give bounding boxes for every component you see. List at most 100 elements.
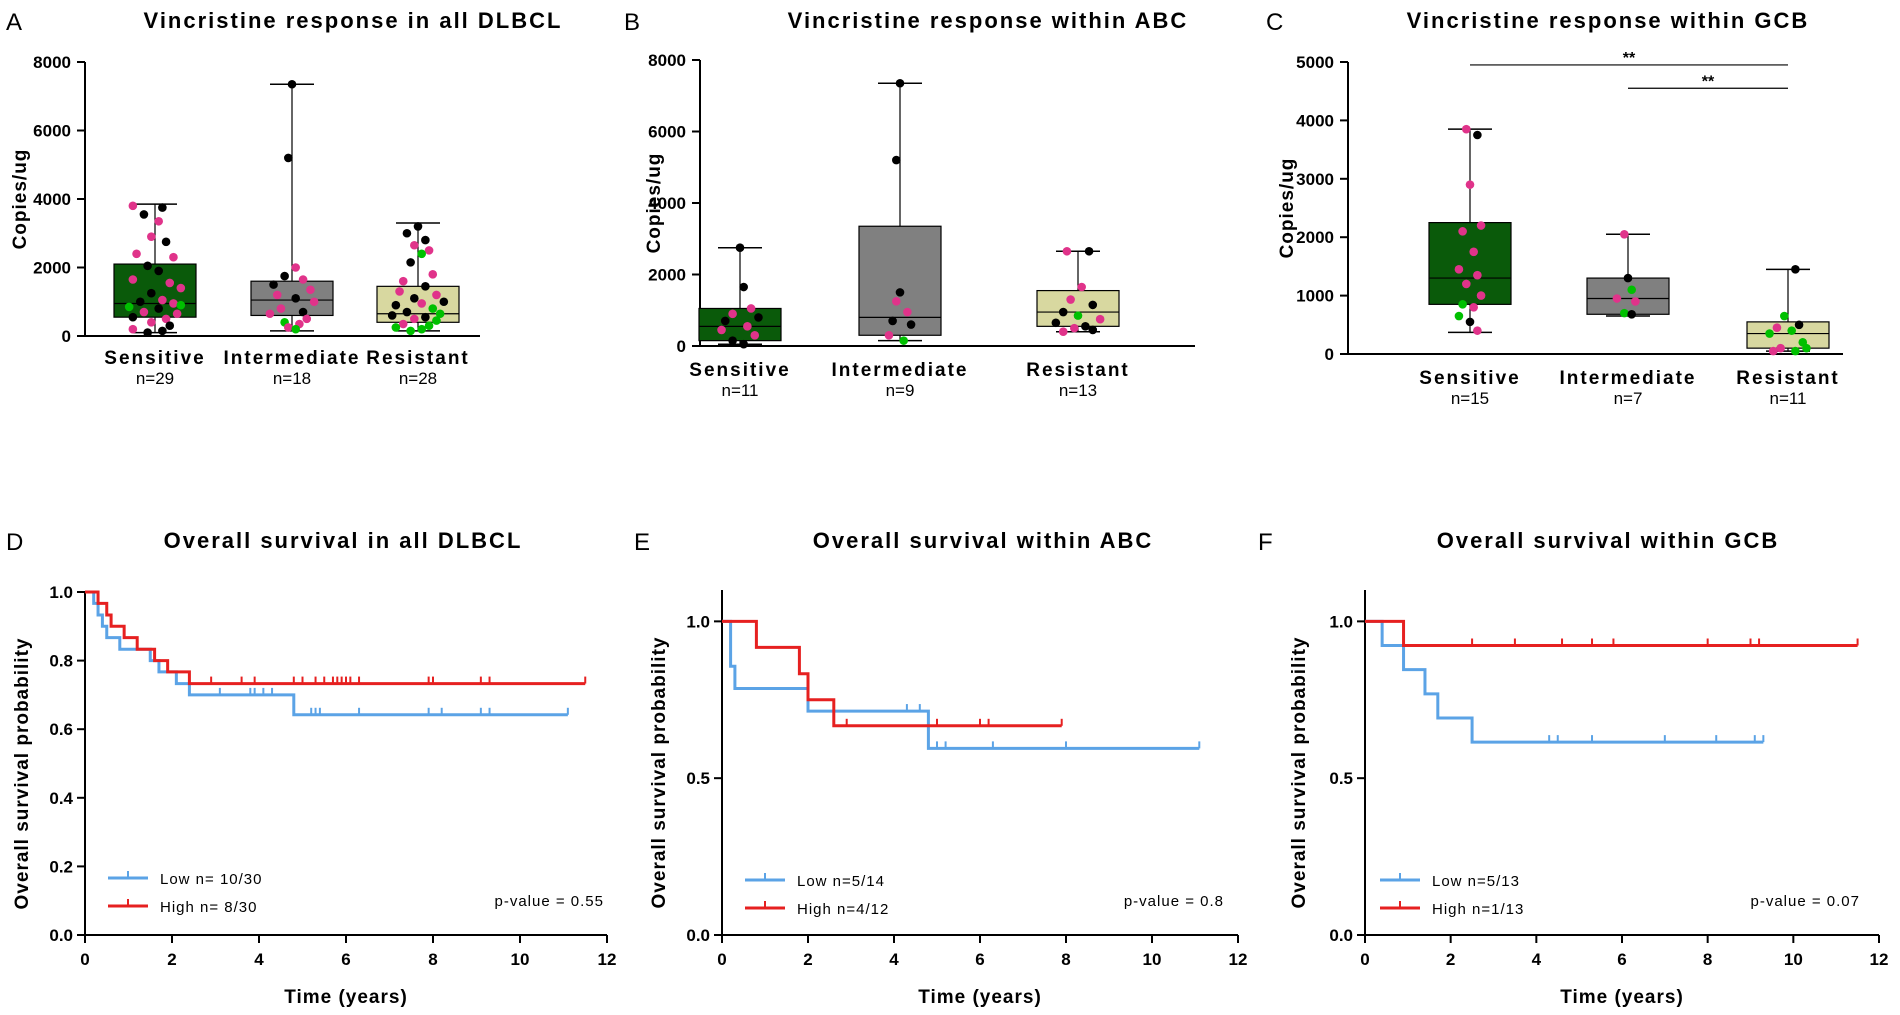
data-point: [298, 307, 308, 317]
survival-curve: [85, 590, 586, 686]
y-tick-label: 1000: [1296, 287, 1334, 306]
data-point: [128, 201, 138, 211]
data-point: [284, 153, 293, 163]
data-point: [888, 316, 897, 326]
data-point: [884, 330, 894, 340]
x-tick-label: 10: [1143, 950, 1162, 969]
category-label: Sensitive: [1419, 368, 1520, 389]
data-point: [176, 300, 186, 310]
data-point: [754, 313, 763, 322]
y-tick-label: 0.2: [49, 857, 73, 876]
data-point: [1095, 314, 1105, 324]
data-point: [1473, 326, 1482, 335]
iqr-box: [858, 225, 942, 336]
data-point: [128, 275, 138, 284]
data-point: [395, 287, 404, 296]
y-tick-label: 8000: [33, 53, 71, 72]
data-point: [1458, 300, 1467, 309]
chart-title: Overall survival within GCB: [1437, 528, 1780, 553]
data-point: [1802, 343, 1811, 353]
y-tick-label: 8000: [648, 51, 686, 70]
category-label: Resistant: [366, 348, 470, 369]
data-point: [428, 270, 438, 279]
y-tick-label: 2000: [1296, 228, 1334, 247]
data-point: [154, 216, 163, 226]
chart-title: Vincristine response within ABC: [788, 8, 1189, 33]
data-point: [739, 339, 748, 349]
category-n: n=29: [136, 369, 174, 388]
data-point: [895, 78, 905, 88]
data-point: [1776, 343, 1785, 353]
data-point: [1791, 265, 1800, 274]
data-point: [439, 297, 449, 307]
data-point: [165, 278, 175, 288]
x-tick-label: 0: [717, 950, 726, 969]
data-point: [124, 302, 134, 312]
x-tick-label: 12: [598, 950, 617, 969]
data-point: [143, 261, 152, 271]
y-axis-label: Copies/ug: [10, 149, 31, 250]
data-point: [276, 304, 286, 313]
data-point: [1066, 295, 1075, 304]
x-tick-label: 10: [511, 950, 530, 969]
data-point: [169, 252, 178, 262]
data-point: [410, 314, 419, 324]
panel-label: B: [624, 9, 640, 36]
data-point: [291, 324, 300, 334]
data-point: [432, 316, 441, 325]
data-point: [391, 323, 401, 332]
data-point: [402, 228, 412, 238]
data-point: [1088, 300, 1098, 310]
y-tick-label: 1.0: [1329, 612, 1353, 631]
x-axis-label: Time (years): [1560, 987, 1684, 1008]
chart-title: Overall survival within ABC: [813, 528, 1154, 553]
y-tick-label: 1.0: [686, 612, 710, 631]
data-point: [284, 323, 293, 332]
category-n: n=13: [1059, 381, 1097, 400]
y-tick-label: 0.8: [49, 652, 73, 671]
data-point: [720, 316, 730, 326]
data-point: [139, 210, 149, 219]
data-point: [1772, 323, 1782, 333]
data-point: [899, 336, 908, 345]
y-tick-label: 1.0: [49, 583, 73, 602]
data-point: [143, 328, 152, 337]
category-label: Sensitive: [689, 360, 790, 381]
y-tick-label: 6000: [648, 123, 686, 142]
category-n: n=11: [721, 381, 758, 400]
data-point: [735, 243, 745, 252]
panel-c: C Vincristine response within GCB 0 1000 200…: [1266, 8, 1843, 408]
data-point: [391, 300, 401, 310]
data-point: [1077, 282, 1086, 292]
legend-entry: High n= 8/30: [160, 899, 257, 916]
data-point: [269, 280, 278, 289]
x-tick-label: 0: [1360, 950, 1369, 969]
x-tick-label: 4: [254, 950, 264, 969]
y-axis-label: Overall survival probability: [649, 637, 670, 909]
data-point: [1088, 325, 1098, 335]
y-tick-label: 0.6: [49, 720, 73, 739]
category-label: Resistant: [1026, 360, 1130, 381]
data-point: [398, 319, 408, 329]
data-point: [309, 297, 319, 307]
legend-entry: Low n=5/14: [797, 873, 885, 890]
data-point: [302, 314, 312, 324]
data-point: [421, 235, 430, 245]
panel-label: A: [6, 9, 22, 36]
y-axis-label: Overall survival probability: [1289, 637, 1310, 909]
data-point: [728, 336, 737, 345]
data-point: [1469, 302, 1478, 312]
data-point: [1469, 247, 1478, 257]
data-point: [1070, 323, 1079, 333]
data-point: [287, 79, 297, 89]
y-tick-label: 4000: [1296, 111, 1334, 130]
data-point: [165, 321, 175, 331]
data-point: [417, 249, 426, 259]
panel-label: F: [1258, 529, 1273, 556]
